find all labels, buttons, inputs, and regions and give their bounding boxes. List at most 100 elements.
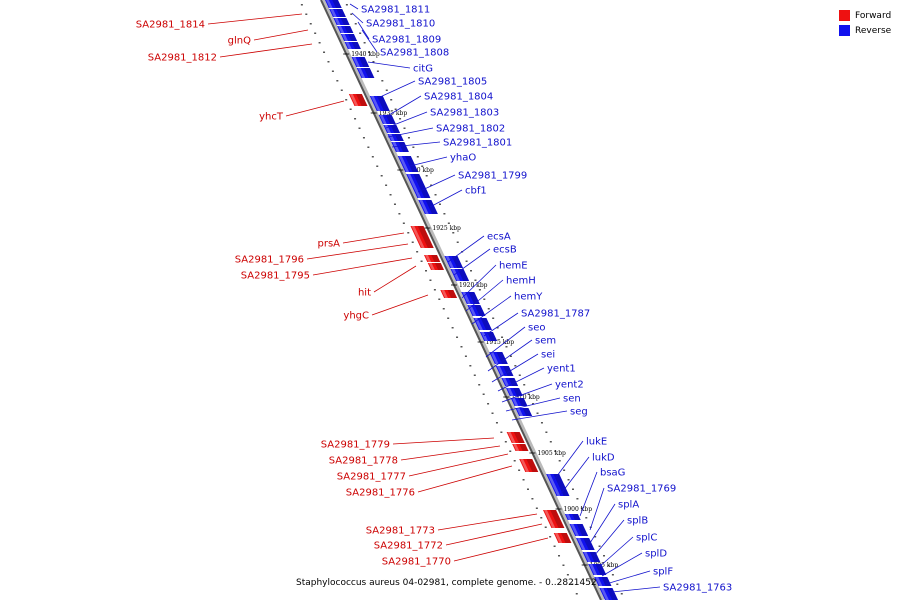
reverse-gene-block[interactable] xyxy=(337,26,354,33)
reverse-gene-label[interactable]: SA2981_1799 xyxy=(458,171,527,182)
reverse-gene-label[interactable]: yent1 xyxy=(547,364,576,375)
forward-gene-label[interactable]: yhcT xyxy=(259,112,284,123)
leader-line xyxy=(589,503,616,544)
reverse-gene-label[interactable]: splC xyxy=(636,533,657,544)
reverse-gene-label[interactable]: SA2981_1787 xyxy=(521,309,590,320)
reverse-gene-block[interactable] xyxy=(329,9,346,17)
reverse-gene-block[interactable] xyxy=(356,68,375,78)
forward-gene-label[interactable]: SA2981_1773 xyxy=(366,526,435,537)
reverse-gene-label[interactable]: SA2981_1810 xyxy=(366,19,435,30)
reverse-gene-label[interactable]: yhaO xyxy=(450,153,476,164)
reverse-gene-label[interactable]: sei xyxy=(541,350,555,361)
reverse-gene-block[interactable] xyxy=(461,292,480,304)
reverse-gene-label[interactable]: lukE xyxy=(586,437,607,448)
forward-gene-label[interactable]: hit xyxy=(358,288,371,299)
reverse-gene-label[interactable]: yent2 xyxy=(555,380,584,391)
reverse-gene-block[interactable] xyxy=(510,398,528,406)
track-dot xyxy=(403,127,406,129)
forward-gene-block[interactable] xyxy=(512,444,529,451)
reverse-gene-block[interactable] xyxy=(506,388,523,396)
reverse-gene-label[interactable]: sen xyxy=(563,394,581,405)
reverse-gene-label[interactable]: splB xyxy=(627,516,648,527)
forward-gene-block[interactable] xyxy=(424,255,441,262)
reverse-gene-label[interactable]: SA2981_1801 xyxy=(443,138,512,149)
kbp-tick-label: 1905 kbp xyxy=(537,450,566,457)
forward-gene-label[interactable]: SA2981_1772 xyxy=(374,541,443,552)
reverse-gene-block[interactable] xyxy=(582,552,601,562)
forward-gene-label[interactable]: SA2981_1779 xyxy=(321,440,390,451)
forward-gene-label[interactable]: SA2981_1812 xyxy=(148,53,217,64)
track-dot xyxy=(300,4,303,6)
reverse-gene-block[interactable] xyxy=(450,269,470,281)
forward-gene-block[interactable] xyxy=(543,510,561,520)
forward-gene-label[interactable]: SA2981_1778 xyxy=(329,456,398,467)
forward-gene-block[interactable] xyxy=(553,533,572,543)
reverse-gene-block[interactable] xyxy=(325,0,342,8)
forward-gene-label[interactable]: glnQ xyxy=(228,36,251,47)
reverse-gene-label[interactable]: seg xyxy=(570,407,588,418)
forward-gene-label[interactable]: SA2981_1776 xyxy=(346,488,415,499)
reverse-gene-label[interactable]: splA xyxy=(618,500,639,511)
reverse-gene-block[interactable] xyxy=(588,564,607,575)
reverse-gene-label[interactable]: lukD xyxy=(592,453,615,464)
reverse-gene-block[interactable] xyxy=(351,57,370,67)
reverse-gene-block[interactable] xyxy=(444,256,464,268)
forward-gene-block[interactable] xyxy=(427,263,445,270)
reverse-gene-label[interactable]: SA2981_1763 xyxy=(663,583,732,594)
reverse-gene-label[interactable]: SA2981_1769 xyxy=(607,484,676,495)
reverse-gene-block[interactable] xyxy=(479,332,498,341)
forward-gene-block[interactable] xyxy=(348,94,368,106)
reverse-gene-label[interactable]: hemH xyxy=(506,276,536,287)
forward-gene-block[interactable] xyxy=(410,226,431,240)
reverse-gene-label[interactable]: splD xyxy=(645,549,667,560)
reverse-gene-label[interactable]: SA2981_1809 xyxy=(372,35,441,46)
reverse-gene-block[interactable] xyxy=(391,142,409,152)
reverse-gene-block[interactable] xyxy=(387,134,404,141)
reverse-gene-block[interactable] xyxy=(340,34,358,41)
reverse-gene-block[interactable] xyxy=(569,524,589,536)
reverse-gene-label[interactable]: ecsB xyxy=(493,245,517,256)
reverse-gene-block[interactable] xyxy=(333,18,350,25)
reverse-gene-block[interactable] xyxy=(495,366,514,376)
reverse-gene-block[interactable] xyxy=(397,156,419,172)
forward-gene-block[interactable] xyxy=(440,290,458,298)
reverse-gene-block[interactable] xyxy=(378,115,396,124)
forward-gene-block[interactable] xyxy=(547,520,565,528)
reverse-gene-block[interactable] xyxy=(564,514,581,520)
forward-gene-label[interactable]: SA2981_1796 xyxy=(235,255,304,266)
reverse-gene-block[interactable] xyxy=(576,538,595,550)
forward-gene-label[interactable]: SA2981_1814 xyxy=(136,20,205,31)
forward-gene-label[interactable]: SA2981_1795 xyxy=(241,271,310,282)
reverse-gene-label[interactable]: bsaG xyxy=(600,468,625,479)
reverse-gene-block[interactable] xyxy=(418,200,438,214)
reverse-gene-label[interactable]: citG xyxy=(413,64,433,75)
reverse-gene-label[interactable]: SA2981_1803 xyxy=(430,108,499,119)
reverse-gene-label[interactable]: SA2981_1811 xyxy=(361,5,430,16)
track-dot xyxy=(398,213,401,215)
reverse-gene-label[interactable]: ecsA xyxy=(487,232,511,243)
reverse-gene-block[interactable] xyxy=(515,408,533,416)
forward-gene-block[interactable] xyxy=(519,459,539,472)
forward-gene-label[interactable]: yhgC xyxy=(343,311,369,322)
reverse-gene-block[interactable] xyxy=(344,42,361,49)
reverse-gene-block[interactable] xyxy=(599,588,619,600)
forward-gene-label[interactable]: SA2981_1777 xyxy=(337,472,406,483)
reverse-gene-label[interactable]: hemE xyxy=(499,261,528,272)
reverse-gene-label[interactable]: hemY xyxy=(514,292,543,303)
reverse-gene-label[interactable]: splF xyxy=(653,567,673,578)
reverse-gene-label[interactable]: SA2981_1804 xyxy=(424,92,493,103)
reverse-gene-label[interactable]: sem xyxy=(535,336,556,347)
reverse-gene-label[interactable]: SA2981_1808 xyxy=(380,48,449,59)
reverse-gene-label[interactable]: SA2981_1805 xyxy=(418,77,487,88)
reverse-gene-block[interactable] xyxy=(406,174,431,198)
reverse-gene-label[interactable]: SA2981_1802 xyxy=(436,124,505,135)
forward-gene-label[interactable]: SA2981_1770 xyxy=(382,557,451,568)
forward-gene-block[interactable] xyxy=(417,240,434,248)
reverse-gene-block[interactable] xyxy=(501,378,519,386)
reverse-gene-block[interactable] xyxy=(369,96,390,111)
forward-gene-block[interactable] xyxy=(506,432,525,443)
reverse-gene-label[interactable]: cbf1 xyxy=(465,186,487,197)
reverse-gene-label[interactable]: seo xyxy=(528,323,545,334)
forward-gene-label[interactable]: prsA xyxy=(317,239,340,250)
reverse-gene-block[interactable] xyxy=(489,352,508,364)
